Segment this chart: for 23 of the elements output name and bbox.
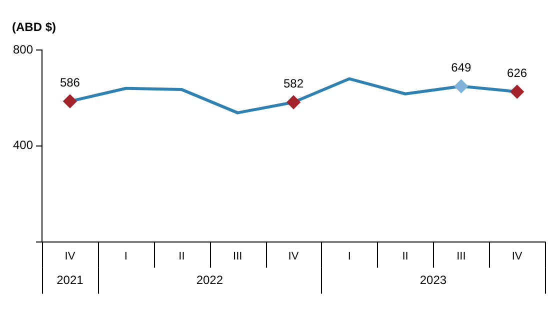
point <box>63 94 76 108</box>
point <box>287 96 300 109</box>
x-tick-label: IV <box>64 250 76 262</box>
chart-title: (ABD $) <box>12 20 56 34</box>
x-tick-label: III <box>456 250 466 262</box>
text: 2023 <box>420 273 447 288</box>
x-tick-label: II <box>402 250 408 262</box>
text: 2021 <box>56 273 84 288</box>
point <box>454 80 468 93</box>
point <box>510 85 524 98</box>
x-tick-label: IV <box>512 250 523 262</box>
x-tick-label: II <box>178 250 185 262</box>
data-label: 649 <box>451 60 472 75</box>
y-tick-label: 800 <box>12 42 34 56</box>
text: 2022 <box>196 273 224 288</box>
data-label: 582 <box>283 76 304 91</box>
data-label: 586 <box>60 76 80 90</box>
x-tick-label: I <box>348 250 351 262</box>
x-tick-label: IV <box>288 250 300 262</box>
y-tick-label: 400 <box>12 138 34 152</box>
x-tick-label: III <box>233 250 242 262</box>
x-tick-label: I <box>124 250 128 262</box>
data-label: 626 <box>507 66 528 80</box>
